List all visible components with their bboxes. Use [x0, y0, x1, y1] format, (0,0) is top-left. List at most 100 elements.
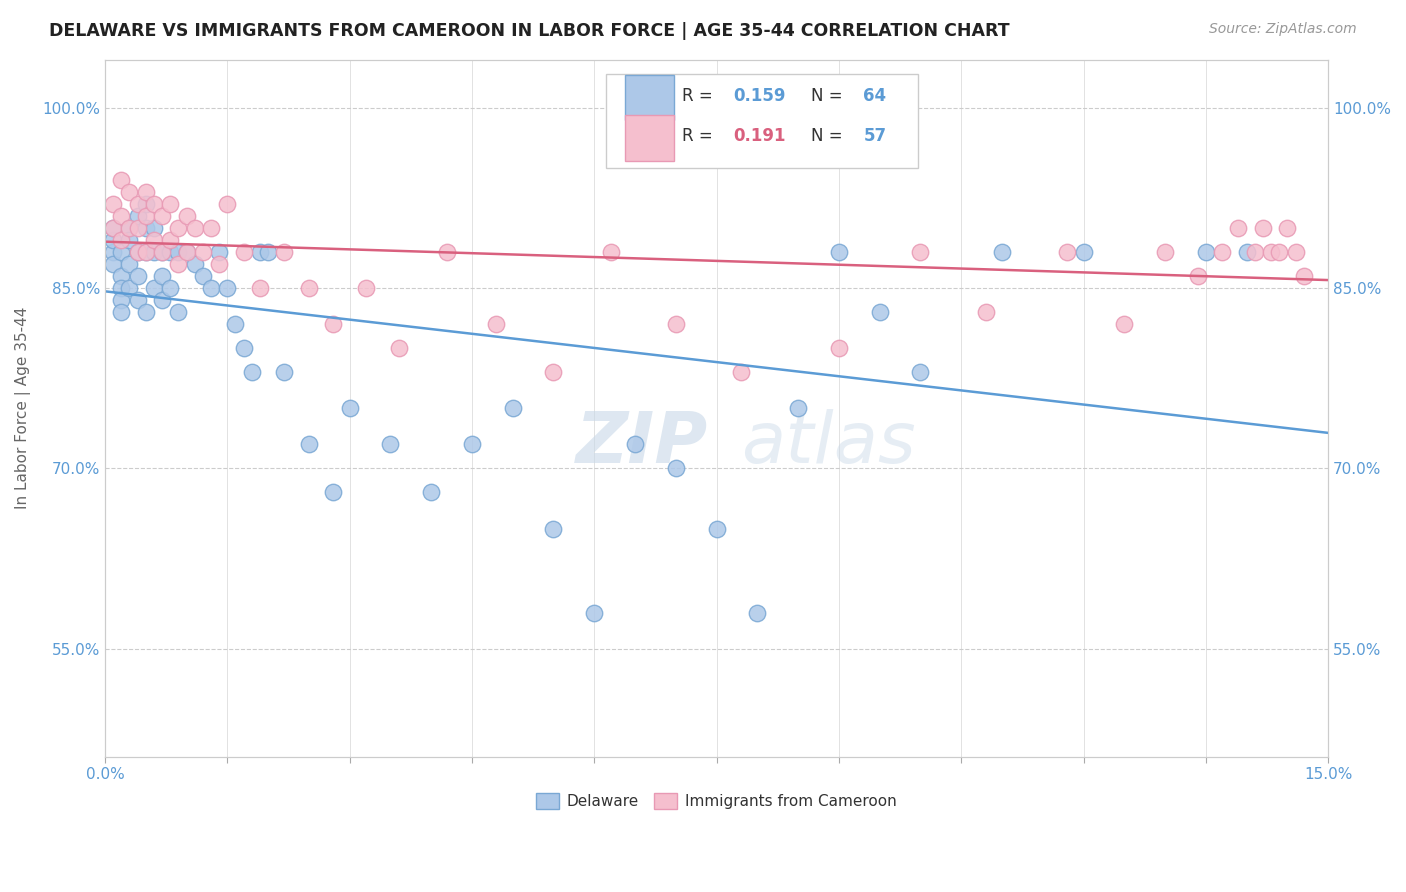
Point: [135, 305, 157, 319]
Text: 57: 57: [863, 127, 886, 145]
Point: [142, 197, 165, 211]
Point: [200, 221, 222, 235]
Point: [118, 221, 141, 235]
Text: N =: N =: [811, 87, 848, 105]
Point: [298, 437, 321, 451]
Point: [387, 341, 409, 355]
Point: [135, 244, 157, 259]
Point: [101, 233, 124, 247]
Point: [150, 293, 173, 307]
Point: [1277, 221, 1299, 235]
Point: [1243, 244, 1265, 259]
Point: [420, 485, 443, 500]
Point: [1154, 244, 1177, 259]
Point: [101, 221, 124, 235]
Point: [436, 244, 458, 259]
Point: [1187, 268, 1209, 283]
Point: [974, 305, 997, 319]
Point: [1292, 268, 1315, 283]
Point: [273, 244, 295, 259]
Point: [828, 341, 851, 355]
Point: [110, 305, 132, 319]
Point: [747, 606, 769, 620]
Point: [706, 521, 728, 535]
Point: [461, 437, 484, 451]
Point: [240, 365, 263, 379]
Point: [624, 437, 647, 451]
Text: R =: R =: [682, 127, 718, 145]
Point: [910, 365, 932, 379]
Point: [127, 221, 149, 235]
Point: [167, 244, 190, 259]
Point: [1260, 244, 1282, 259]
Point: [183, 257, 205, 271]
Text: Source: ZipAtlas.com: Source: ZipAtlas.com: [1209, 22, 1357, 37]
Point: [354, 281, 377, 295]
Point: [1073, 244, 1095, 259]
Point: [167, 221, 190, 235]
Point: [1056, 244, 1078, 259]
Point: [599, 244, 621, 259]
Point: [110, 293, 132, 307]
Point: [127, 244, 149, 259]
Point: [249, 281, 271, 295]
Point: [142, 233, 165, 247]
Point: [183, 221, 205, 235]
Point: [142, 221, 165, 235]
Point: [127, 197, 149, 211]
Point: [135, 221, 157, 235]
Point: [118, 221, 141, 235]
Point: [191, 244, 214, 259]
Point: [135, 244, 157, 259]
Point: [142, 244, 165, 259]
Point: [110, 281, 132, 295]
Point: [101, 197, 124, 211]
Point: [232, 341, 254, 355]
Point: [730, 365, 752, 379]
Point: [257, 244, 280, 259]
Point: [217, 281, 239, 295]
Point: [127, 209, 149, 223]
Point: [583, 606, 606, 620]
FancyBboxPatch shape: [606, 73, 918, 168]
Point: [828, 244, 851, 259]
Text: ZIP: ZIP: [576, 409, 709, 477]
Text: atlas: atlas: [741, 409, 915, 477]
Point: [176, 209, 198, 223]
Point: [1251, 221, 1274, 235]
Point: [127, 293, 149, 307]
Point: [150, 244, 173, 259]
Point: [485, 317, 508, 331]
Point: [191, 268, 214, 283]
Point: [991, 244, 1014, 259]
Point: [110, 233, 132, 247]
Point: [249, 244, 271, 259]
Point: [135, 197, 157, 211]
Point: [176, 244, 198, 259]
Text: N =: N =: [811, 127, 848, 145]
Point: [142, 281, 165, 295]
Point: [110, 209, 132, 223]
Text: 0.159: 0.159: [734, 87, 786, 105]
Point: [322, 485, 344, 500]
Point: [110, 173, 132, 187]
Point: [869, 305, 891, 319]
Text: 0.191: 0.191: [734, 127, 786, 145]
Point: [101, 221, 124, 235]
Point: [1268, 244, 1291, 259]
Y-axis label: In Labor Force | Age 35-44: In Labor Force | Age 35-44: [15, 307, 31, 509]
Point: [118, 185, 141, 199]
Point: [118, 281, 141, 295]
Point: [159, 233, 181, 247]
Point: [217, 197, 239, 211]
Point: [159, 244, 181, 259]
FancyBboxPatch shape: [624, 75, 673, 120]
Point: [110, 268, 132, 283]
Point: [118, 257, 141, 271]
Point: [787, 401, 810, 416]
Point: [176, 244, 198, 259]
Point: [135, 185, 157, 199]
Point: [224, 317, 246, 331]
Point: [273, 365, 295, 379]
Point: [1284, 244, 1306, 259]
